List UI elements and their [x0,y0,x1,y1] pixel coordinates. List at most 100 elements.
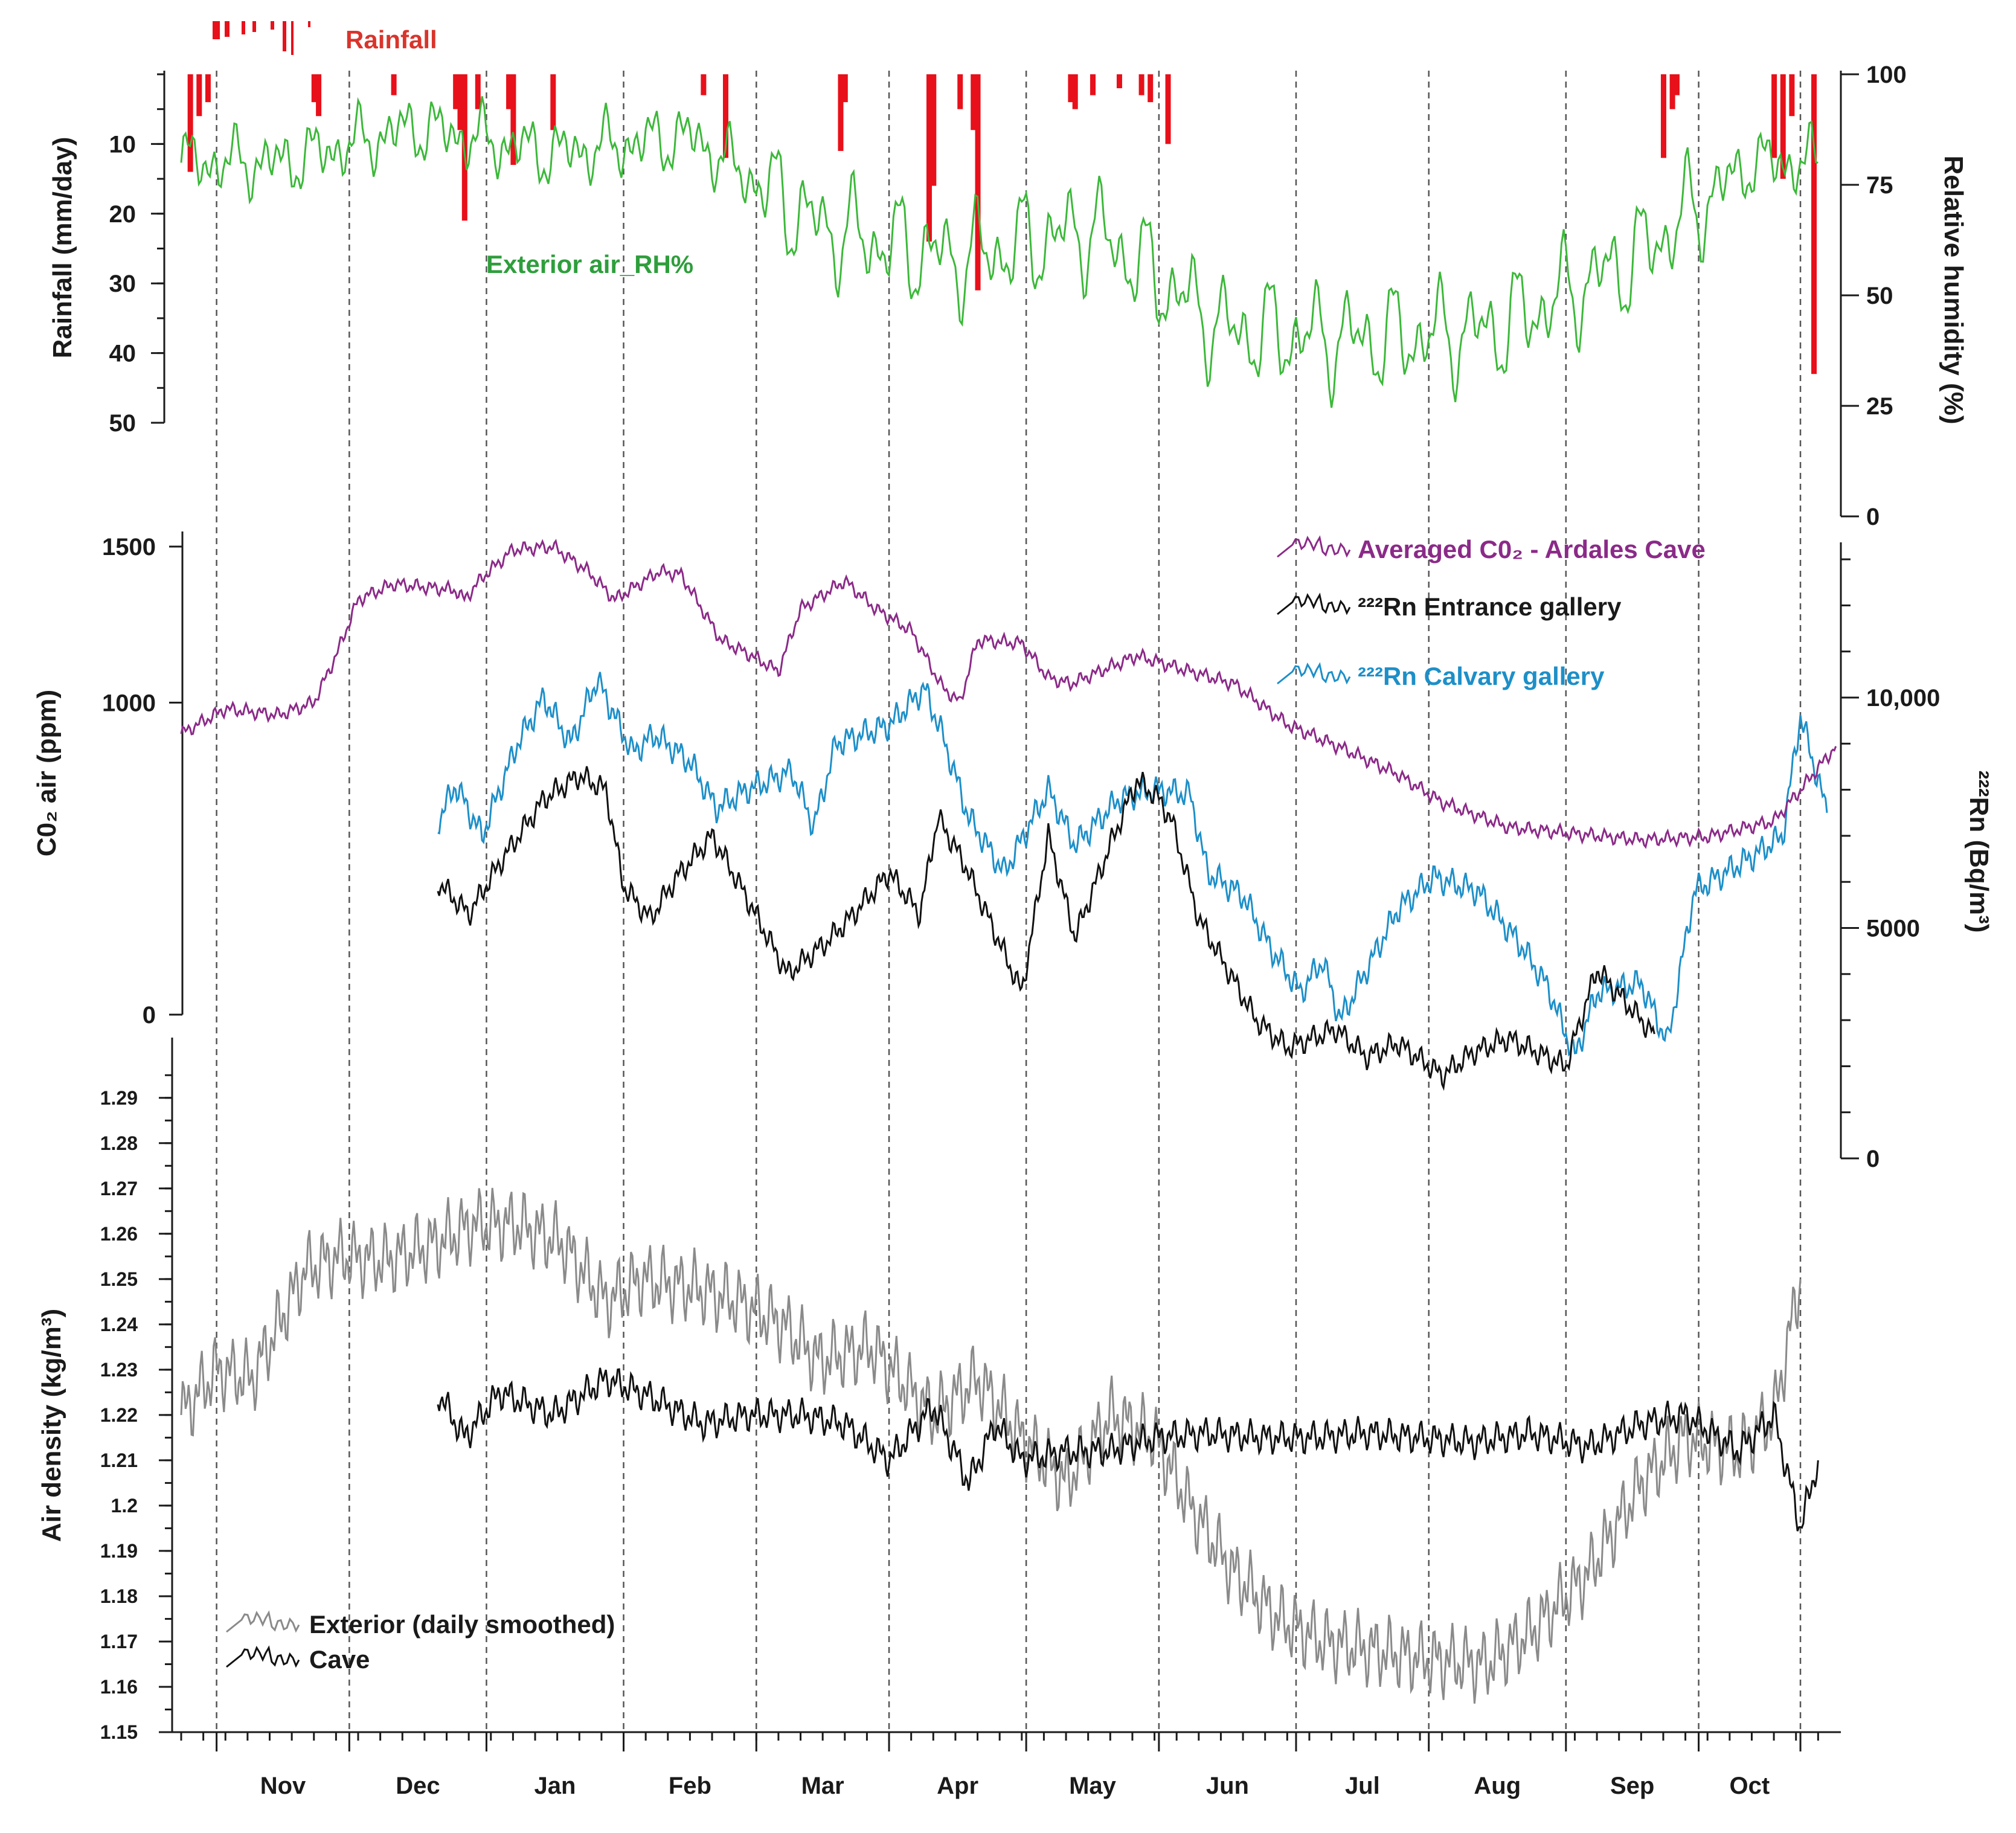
rainfall-bar [1116,74,1122,89]
rainfall-ticks: 10 20 30 40 50 [109,73,164,437]
rainfall-bar [1090,74,1096,95]
rainfall-bar [205,74,211,103]
legend-swatch [1277,535,1351,558]
rainfall-bar [1789,74,1795,117]
rainfall-bar [510,74,516,165]
density-tick-label: 1.19 [100,1540,138,1562]
air-density-panel: 1.15 1.16 1.17 1.18 1.19 1.2 1.21 1.22 1.23 1.24 1… [37,1038,1841,1799]
density-ticks: 1.15 1.16 1.17 1.18 1.19 1.2 1.21 1.22 1.23 1.24 1… [100,1074,172,1743]
density-tick-label: 1.26 [100,1223,138,1245]
density-tick-label: 1.28 [100,1132,138,1154]
month-label: Feb [669,1773,711,1799]
month-label: Oct [1729,1773,1770,1799]
radon-entrance-line [437,766,1655,1091]
rh-tick-label: 50 [1866,283,1893,309]
rainfall-bar [316,74,322,117]
co2-axis-title: C0₂ air (ppm) [32,690,62,856]
density-tick-label: 1.17 [100,1631,138,1652]
rainfall-bar [931,74,937,186]
co2-tick-label: 1500 [102,534,156,560]
legend-label: Cave [309,1645,370,1674]
density-tick-label: 1.22 [100,1404,138,1426]
density-tick-label: 1.16 [100,1676,138,1698]
rainfall-tick-label: 20 [109,201,136,228]
rh-line [180,96,1819,408]
rainfall-bar [957,74,963,109]
rainfall-bar [842,74,848,103]
rainfall-bar [971,74,977,130]
rainfall-bar [838,74,844,151]
month-label: Aug [1474,1773,1521,1799]
month-separators [216,71,1802,1732]
rh-tick-label: 25 [1866,393,1893,420]
radon-calvary-line [437,672,1828,1057]
density-tick-label: 1.25 [100,1268,138,1290]
legend-label: Exterior (daily smoothed) [309,1610,615,1639]
month-label: Dec [396,1773,440,1799]
rainfall-bar [457,74,463,130]
rh-ticks: 100 75 50 25 0 [1841,62,1907,530]
exterior-density-line [180,1187,1802,1704]
radon-axis-title: ²²²Rn (Bq/m³) [1964,771,1994,933]
rainfall-bar [196,74,202,117]
co2-radon-panel: 0 1000 1500 0 5000 10,000 C0₂ air (ppm) ²²²R… [32,531,1994,1172]
density-tick-label: 1.2 [111,1495,138,1517]
rainfall-bar [1068,74,1074,103]
rainfall-bar [550,74,556,130]
month-label: Sep [1610,1773,1654,1799]
rainfall-bar [926,74,932,242]
co2-radon-legend: Averaged C0₂ - Ardales Cave ²²²Rn Entranc… [1277,535,1706,690]
legend-swatch [1277,592,1351,615]
co2-ticks: 0 1000 1500 [102,534,182,1029]
radon-tick-label: 0 [1866,1146,1880,1172]
radon-ticks: 0 5000 10,000 [1841,558,1940,1172]
rh-tick-label: 75 [1866,172,1893,199]
rainfall-legend-label: Rainfall [345,25,437,54]
legend-swatch [1277,662,1351,685]
legend-label: ²²²Rn Calvary gallery [1358,662,1605,690]
rainfall-tick-label: 10 [109,131,136,158]
co2-line [180,539,1837,849]
rh-tick-label: 100 [1866,62,1907,88]
rainfall-bar [723,74,729,158]
rh-axis-title: Relative humidity (%) [1939,156,1968,425]
rainfall-bars [187,74,1817,374]
month-label: Jul [1345,1773,1380,1799]
density-tick-label: 1.15 [100,1721,138,1743]
rainfall-bar [311,74,317,103]
co2-tick-label: 1000 [102,690,156,716]
rh-legend-label: Exterior air_RH% [486,250,693,278]
legend-label: Averaged C0₂ - Ardales Cave [1358,535,1706,563]
rainfall-bar [1148,74,1154,103]
co2-tick-label: 0 [143,1002,156,1029]
radon-tick-label: 10,000 [1866,685,1940,711]
rainfall-bar [1669,74,1675,109]
rainfall-bar [506,74,512,109]
density-legend: Exterior (daily smoothed) Cave [226,1610,615,1674]
rainfall-bar [187,74,193,172]
cave-density-line [437,1367,1819,1532]
density-axis-title: Air density (kg/m³) [37,1309,66,1542]
density-tick-label: 1.21 [100,1449,138,1471]
rainfall-tick-label: 30 [109,271,136,297]
month-label: Jan [534,1773,576,1799]
rainfall-bar [1771,74,1777,158]
rainfall-bar [975,74,981,291]
rainfall-legend-swatch [213,21,310,55]
rainfall-tick-label: 40 [109,341,136,367]
co2-radon-series [180,539,1837,1091]
legend-label: ²²²Rn Entrance gallery [1358,592,1622,621]
rainfall-bar [701,74,707,95]
month-label: Mar [801,1773,844,1799]
rainfall-bar [1165,74,1171,144]
rainfall-bar [475,74,481,109]
rainfall-bar [1674,74,1680,95]
rainfall-bar [1138,74,1144,95]
rainfall-tick-label: 50 [109,410,136,437]
density-tick-label: 1.27 [100,1178,138,1199]
density-tick-label: 1.24 [100,1314,138,1335]
rainfall-bar [1811,74,1817,374]
month-label: Apr [937,1773,978,1799]
legend-swatch [226,1610,300,1633]
